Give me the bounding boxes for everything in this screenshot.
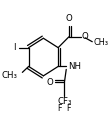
- Text: I: I: [13, 43, 15, 52]
- Text: CF₃: CF₃: [57, 97, 72, 106]
- Text: CH₃: CH₃: [93, 38, 108, 47]
- Text: O: O: [46, 78, 53, 87]
- Text: CH₃: CH₃: [2, 71, 18, 80]
- Text: NH: NH: [68, 62, 81, 71]
- Text: F: F: [58, 104, 62, 113]
- Text: O: O: [81, 32, 88, 41]
- Text: O: O: [66, 14, 72, 23]
- Text: F: F: [67, 104, 71, 113]
